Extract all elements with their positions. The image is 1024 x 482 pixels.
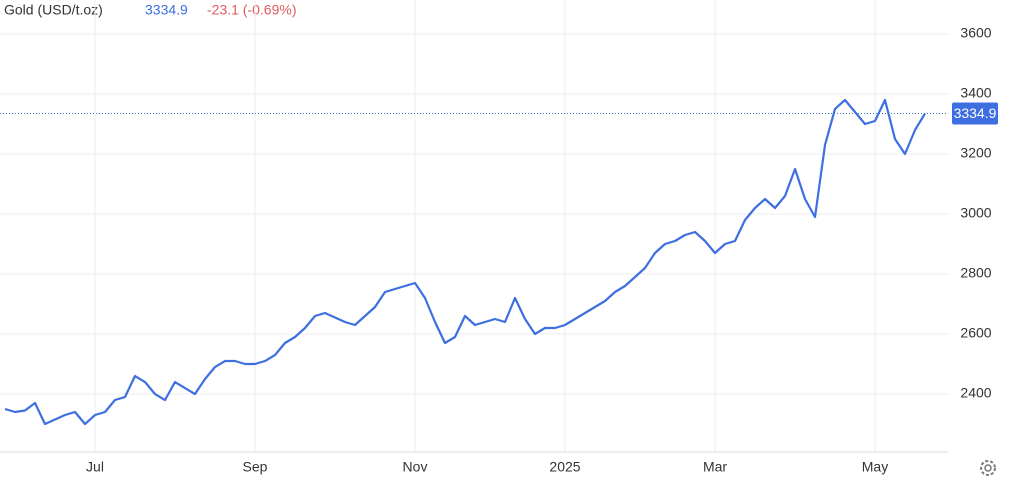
price-change: -23.1 (-0.69%) — [207, 2, 296, 18]
x-tick-label: 2025 — [549, 459, 580, 475]
x-tick-label: May — [862, 459, 888, 475]
settings-icon[interactable] — [980, 460, 996, 476]
x-tick-label: Jul — [86, 459, 104, 475]
y-tick-label: 3400 — [960, 85, 991, 101]
gear-inner[interactable] — [984, 464, 992, 472]
last-price: 3334.9 — [145, 2, 188, 18]
y-tick-label: 3200 — [960, 145, 991, 161]
grid — [0, 0, 948, 452]
y-tick-label: 3600 — [960, 25, 991, 41]
y-tick-label: 3000 — [960, 205, 991, 221]
y-tick-label: 2800 — [960, 265, 991, 281]
x-tick-label: Mar — [703, 459, 727, 475]
chart-title: Gold (USD/t.oz) — [4, 2, 103, 18]
last-value-tag — [952, 102, 998, 125]
last-value-label: 3334.9 — [954, 105, 997, 121]
x-tick-label: Sep — [243, 459, 268, 475]
y-tick-label: 2600 — [960, 325, 991, 341]
price-line — [4, 98, 926, 426]
x-tick-label: Nov — [403, 459, 428, 475]
y-tick-label: 2400 — [960, 385, 991, 401]
gear-outer[interactable] — [980, 460, 996, 476]
